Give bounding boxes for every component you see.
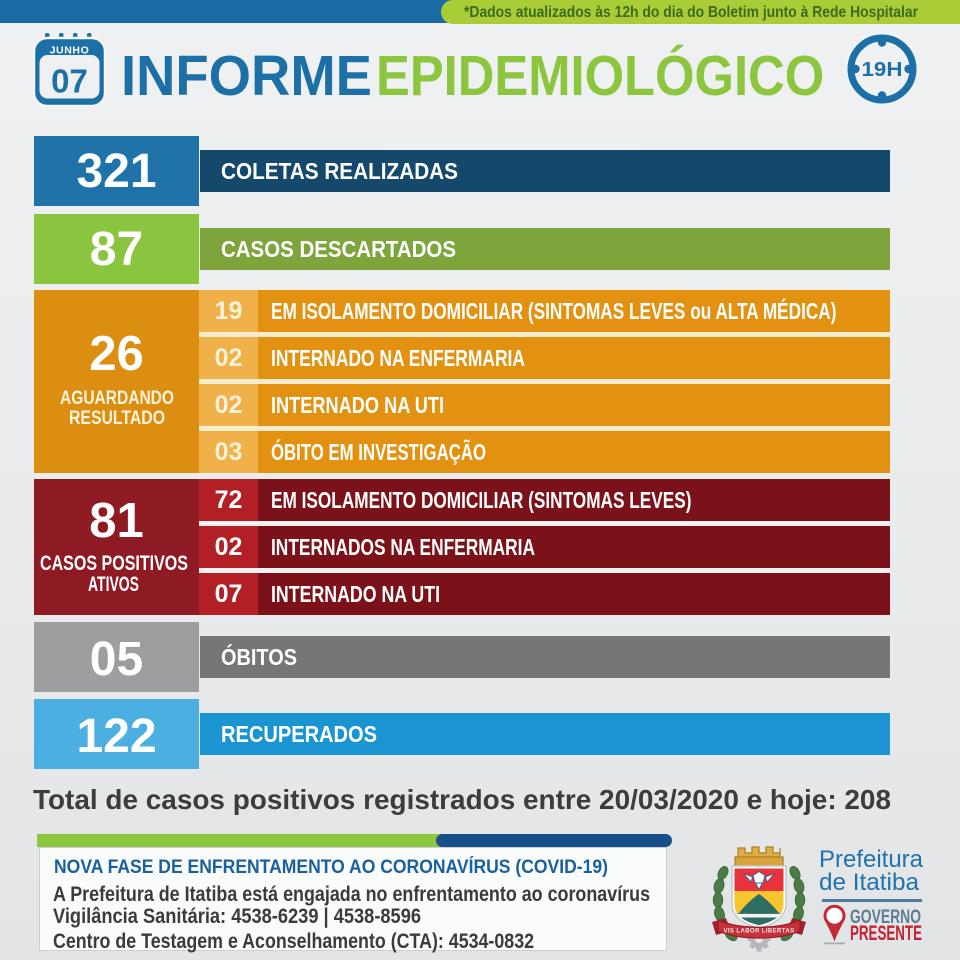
svg-text:JUNHO: JUNHO <box>50 44 90 56</box>
svg-text:07: 07 <box>51 63 88 100</box>
svg-text:VIS LABOR LIBERTAS: VIS LABOR LIBERTAS <box>723 929 794 935</box>
svg-text:19H: 19H <box>862 59 903 81</box>
